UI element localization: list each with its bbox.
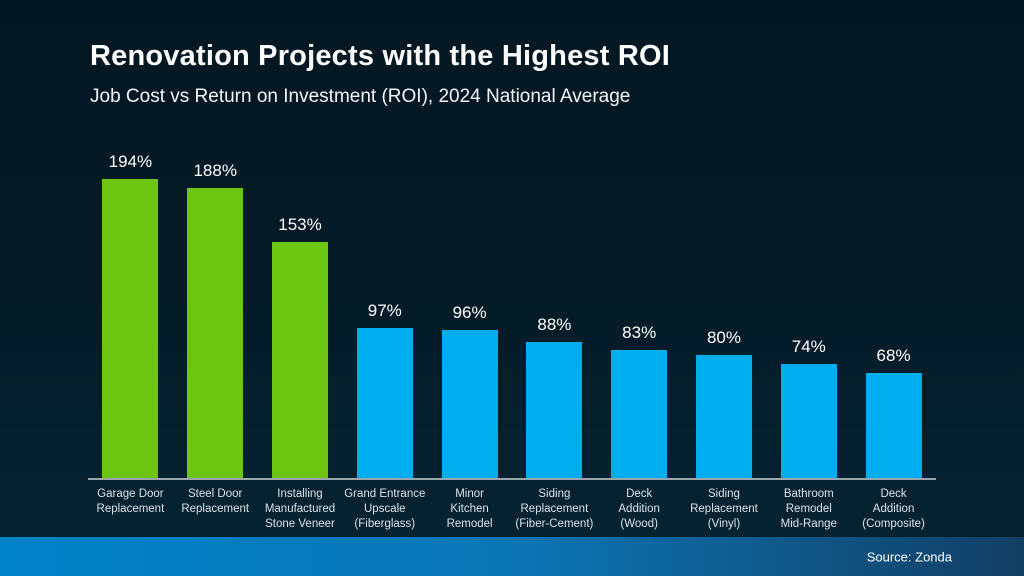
category-label: Bathroom Remodel Mid-Range: [780, 488, 837, 531]
category-label: Steel Door Replacement: [181, 488, 250, 516]
bar-value-label: 96%: [452, 303, 487, 322]
bar-value-label: 68%: [876, 346, 911, 365]
bar-group: 194%: [88, 152, 173, 478]
bar-group: 188%: [173, 161, 258, 478]
bar-value-label: 88%: [537, 315, 572, 334]
bar: [271, 242, 328, 478]
bar-group: 153%: [258, 215, 343, 478]
bar: [865, 373, 922, 478]
category-label: Siding Replacement (Vinyl): [690, 488, 758, 531]
bar: [526, 342, 583, 478]
category-label: Garage Door Replacement: [96, 488, 165, 516]
bar-group: 68%: [851, 346, 936, 478]
page-subtitle: Job Cost vs Return on Investment (ROI), …: [90, 86, 631, 107]
x-axis-line: [88, 478, 936, 480]
bar-value-label: 194%: [108, 152, 153, 171]
bar: [102, 179, 159, 478]
bar: [695, 355, 752, 478]
bar-value-label: 74%: [791, 337, 826, 356]
category-row: Garage Door Replacement Steel Door Replac…: [88, 487, 936, 533]
bar-value-label: 83%: [622, 323, 657, 342]
category-label: Deck Addition (Composite): [862, 488, 925, 531]
bar-value-label: 188%: [193, 161, 237, 180]
plot-area: 194% 188% 153% 97% 96% 88% 83% 80% 74% 68%: [88, 152, 936, 478]
bar-group: 88%: [512, 315, 597, 478]
footer-strip: Source: Zonda: [0, 537, 1024, 576]
category-label: Minor Kitchen Remodel: [446, 488, 493, 531]
category-label: Grand Entrance Upscale (Fiberglass): [344, 488, 426, 531]
bar: [780, 364, 837, 478]
bar-value-label: 80%: [706, 328, 741, 347]
category-label: Siding Replacement (Fiber-Cement): [515, 488, 594, 531]
bar-group: 83%: [597, 323, 682, 478]
bar-group: 97%: [342, 301, 427, 478]
source-credit: Source: Zonda: [866, 549, 952, 564]
bar-chart: 194% 188% 153% 97% 96% 88% 83% 80% 74% 68% Garage…: [88, 152, 936, 533]
bar: [611, 350, 668, 478]
category-label: Deck Addition (Wood): [618, 488, 660, 531]
bar: [187, 188, 244, 478]
bar-group: 74%: [766, 337, 851, 478]
category-label: Installing Manufactured Stone Veneer: [264, 488, 336, 531]
bar: [356, 328, 413, 478]
bar: [441, 330, 498, 478]
page-title: Renovation Projects with the Highest ROI: [90, 40, 671, 72]
bar-value-label: 153%: [278, 215, 322, 234]
bar-group: 96%: [427, 303, 512, 478]
bar-value-label: 97%: [367, 301, 402, 320]
bar-group: 80%: [682, 328, 767, 478]
